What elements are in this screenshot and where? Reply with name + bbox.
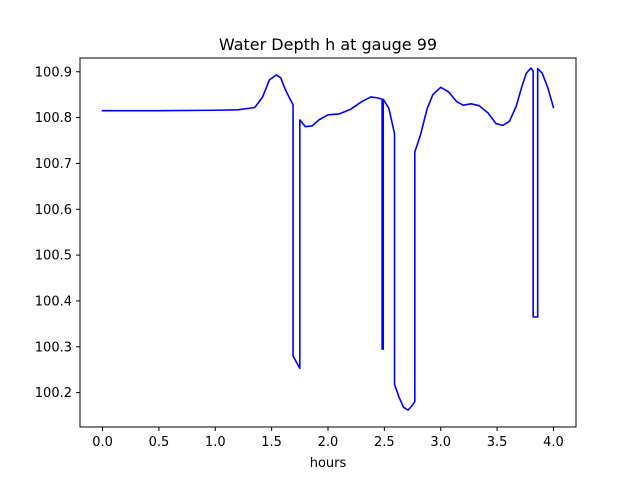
y-tick-label: 100.3 xyxy=(35,340,72,355)
y-tick-label: 100.7 xyxy=(35,157,72,172)
y-tick-label: 100.4 xyxy=(35,294,72,309)
x-tick-label: 3.0 xyxy=(430,435,451,450)
y-tick-label: 100.2 xyxy=(35,386,72,401)
chart-title: Water Depth h at gauge 99 xyxy=(219,35,437,54)
y-tick-label: 100.9 xyxy=(35,65,72,80)
x-tick-label: 4.0 xyxy=(543,435,564,450)
x-axis-label: hours xyxy=(310,456,347,471)
y-tick-label: 100.5 xyxy=(35,249,72,264)
x-tick-label: 2.0 xyxy=(318,435,339,450)
x-tick-label: 1.5 xyxy=(261,435,282,450)
water-depth-series-line xyxy=(101,67,555,411)
x-axis: 0.0 0.5 1.0 1.5 2.0 2.5 3.0 3.5 4.0 xyxy=(92,427,564,450)
y-tick-label: 100.6 xyxy=(35,203,72,218)
x-tick-label: 2.5 xyxy=(374,435,395,450)
x-tick-label: 0.5 xyxy=(149,435,170,450)
y-tick-label: 100.8 xyxy=(35,111,72,126)
x-tick-label: 3.5 xyxy=(487,435,508,450)
y-axis: 100.2 100.3 100.4 100.5 100.6 100.7 100.8 100.9 xyxy=(35,65,80,401)
x-tick-label: 0.0 xyxy=(92,435,113,450)
x-tick-label: 1.0 xyxy=(205,435,226,450)
